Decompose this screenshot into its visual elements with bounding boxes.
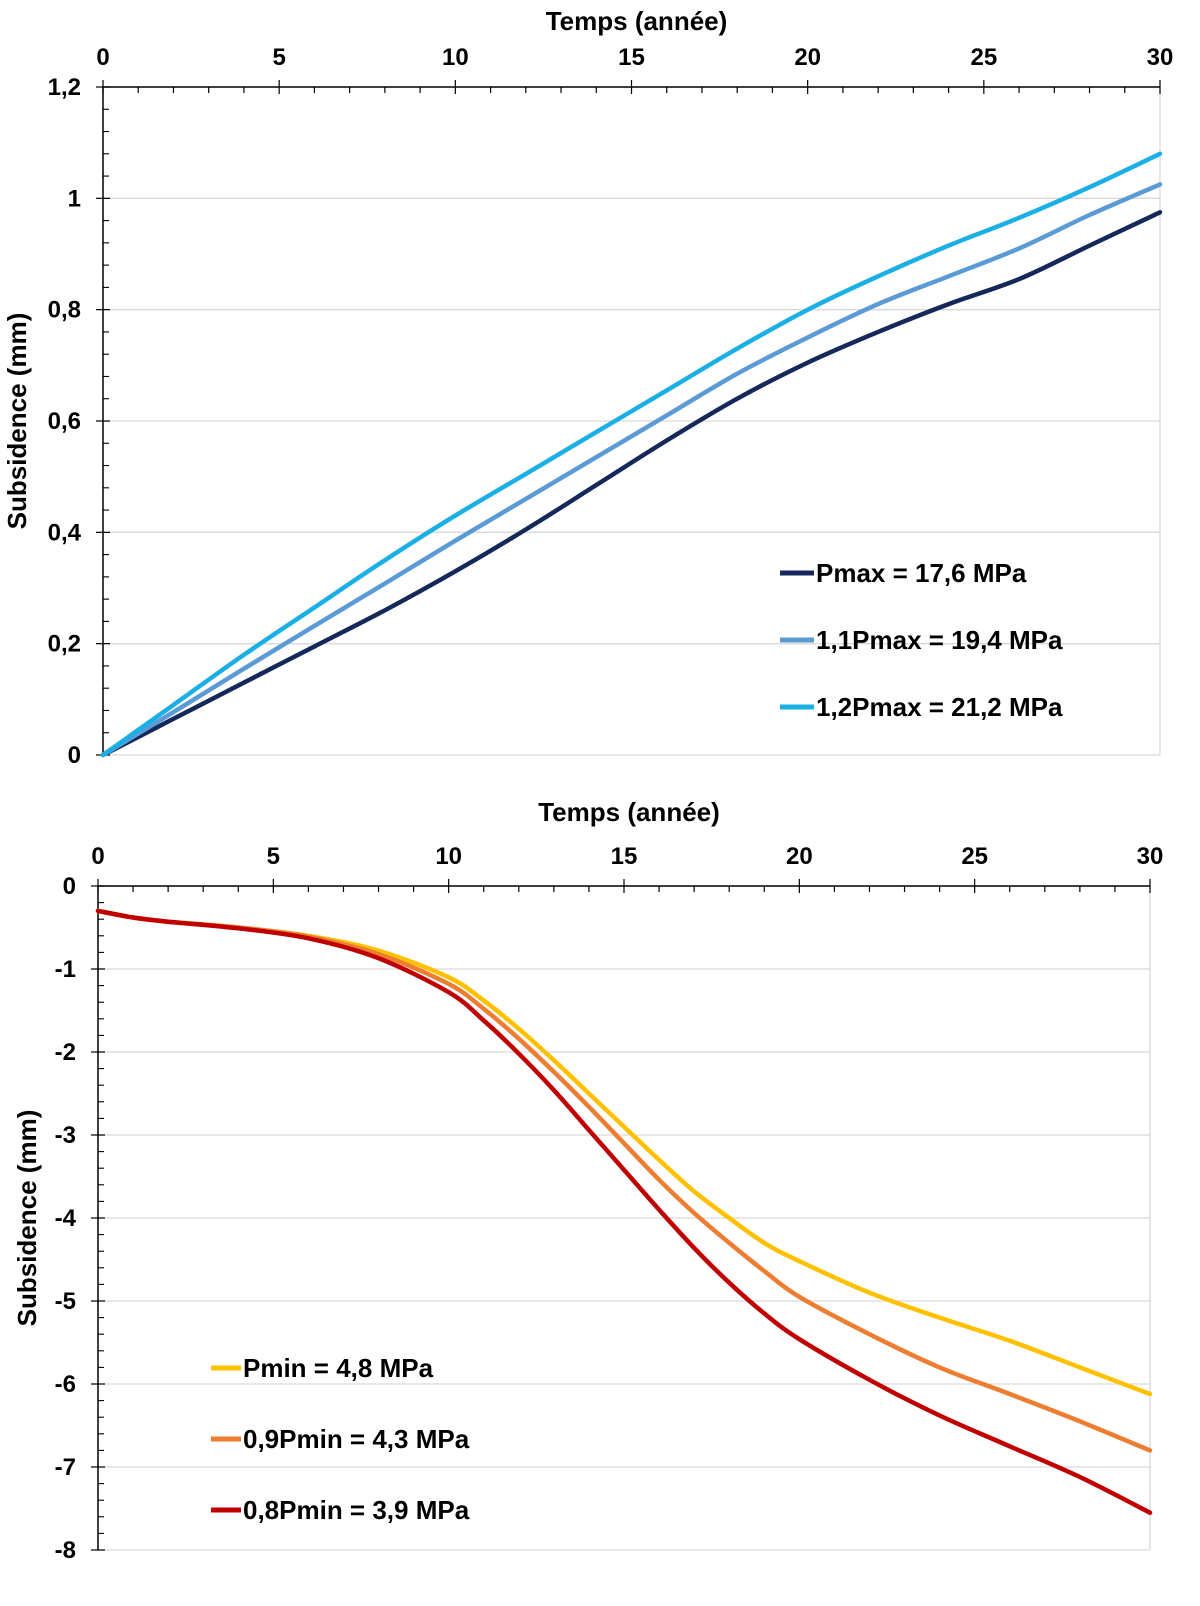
- x-tick-label: 0: [91, 843, 104, 870]
- legend-label: 0,9Pmin = 4,3 MPa: [243, 1424, 470, 1454]
- y-tick-label: 0,2: [48, 631, 81, 658]
- x-tick-label: 20: [794, 44, 821, 71]
- legend-label: 0,8Pmin = 3,9 MPa: [243, 1495, 470, 1525]
- x-tick-label: 30: [1137, 843, 1164, 870]
- legend: Pmin = 4,8 MPa 0,9Pmin = 4,3 MPa 0,8Pmin =…: [211, 1353, 470, 1525]
- y-tick-label: -7: [55, 1454, 76, 1481]
- x-tick-label: 5: [272, 44, 285, 71]
- y-tick-label: 0: [63, 873, 76, 900]
- y-axis-title: Subsidence (mm): [12, 1110, 42, 1327]
- y-tick-label: -6: [55, 1371, 76, 1398]
- y-axis-title: Subsidence (mm): [2, 313, 32, 530]
- x-tick-label: 25: [961, 843, 988, 870]
- y-tick-label: 0: [68, 742, 81, 769]
- x-tick-label: 25: [970, 44, 997, 71]
- x-tick-label: 10: [435, 843, 462, 870]
- y-tick-label: -2: [55, 1039, 76, 1066]
- y-tick-label: 1: [68, 185, 81, 212]
- series-line-2: [100, 182, 1163, 758]
- y-tick-label: -8: [55, 1537, 76, 1564]
- y-tick-label: 1,2: [48, 74, 81, 101]
- legend-label: 1,2Pmax = 21,2 MPa: [816, 692, 1063, 722]
- x-tick-label: 20: [786, 843, 813, 870]
- y-tick-label: -3: [55, 1122, 76, 1149]
- y-tick-label: 0,6: [48, 408, 81, 435]
- series-line-1: [95, 908, 1153, 1397]
- y-tick-label: 0,8: [48, 297, 81, 324]
- series-line-3: [95, 908, 1153, 1515]
- x-tick-label: 10: [442, 44, 469, 71]
- chart-2: 0 5 10 15 20 25 30 Temps (année) 0 -1 -2 -3 -4 -5 -6 -7…: [12, 797, 1163, 1564]
- legend-label: Pmax = 17,6 MPa: [816, 558, 1027, 588]
- series-line-3: [100, 151, 1163, 758]
- y-tick-label: 0,4: [48, 519, 82, 546]
- x-tick-label: 0: [96, 44, 109, 71]
- chart-1: 0 5 10 15 20 25 30 Temps (année) 0 0,2 0,4 0,6 0,8 1 1…: [2, 6, 1173, 769]
- x-tick-label: 30: [1147, 44, 1174, 71]
- x-axis-title: Temps (année): [538, 797, 720, 827]
- legend-label: 1,1Pmax = 19,4 MPa: [816, 625, 1063, 655]
- x-axis-title: Temps (année): [546, 6, 728, 36]
- legend: Pmax = 17,6 MPa 1,1Pmax = 19,4 MPa 1,2Pmax…: [780, 558, 1063, 722]
- y-tick-label: -1: [55, 956, 76, 983]
- x-tick-label: 15: [618, 44, 645, 71]
- y-tick-label: -4: [55, 1205, 77, 1232]
- y-tick-label: -5: [55, 1288, 76, 1315]
- x-tick-label: 5: [267, 843, 280, 870]
- series-line-1: [100, 210, 1163, 758]
- x-tick-label: 15: [611, 843, 638, 870]
- legend-label: Pmin = 4,8 MPa: [243, 1353, 434, 1383]
